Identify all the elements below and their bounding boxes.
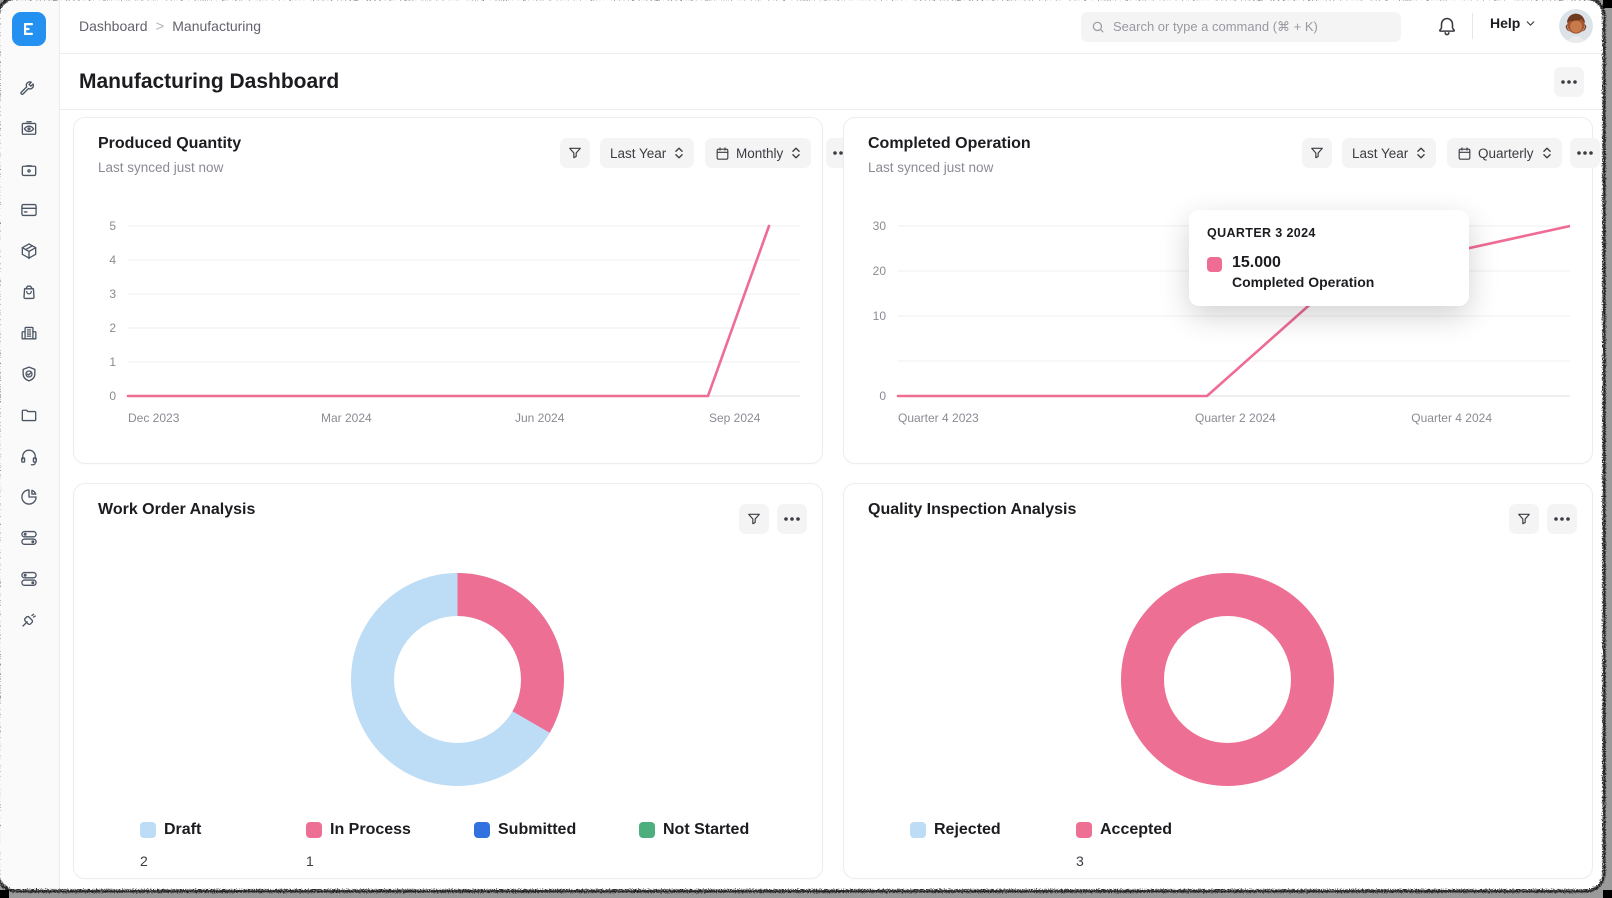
svg-text:0: 0: [109, 389, 116, 403]
svg-text:Quarter 2 2024: Quarter 2 2024: [1195, 411, 1276, 425]
svg-text:0: 0: [879, 389, 886, 403]
svg-text:30: 30: [873, 219, 887, 233]
svg-text:1: 1: [109, 355, 116, 369]
svg-text:4: 4: [109, 253, 116, 267]
svg-text:Sep 2024: Sep 2024: [709, 411, 761, 425]
svg-text:Dec 2023: Dec 2023: [128, 411, 180, 425]
svg-text:3: 3: [109, 287, 116, 301]
svg-text:Quarter 4 2023: Quarter 4 2023: [898, 411, 979, 425]
svg-text:Jun 2024: Jun 2024: [515, 411, 565, 425]
svg-text:Quarter 4 2024: Quarter 4 2024: [1411, 411, 1492, 425]
svg-text:Mar 2024: Mar 2024: [321, 411, 372, 425]
svg-text:2: 2: [109, 321, 116, 335]
svg-text:10: 10: [873, 309, 887, 323]
svg-text:5: 5: [109, 219, 116, 233]
svg-text:20: 20: [873, 264, 887, 278]
